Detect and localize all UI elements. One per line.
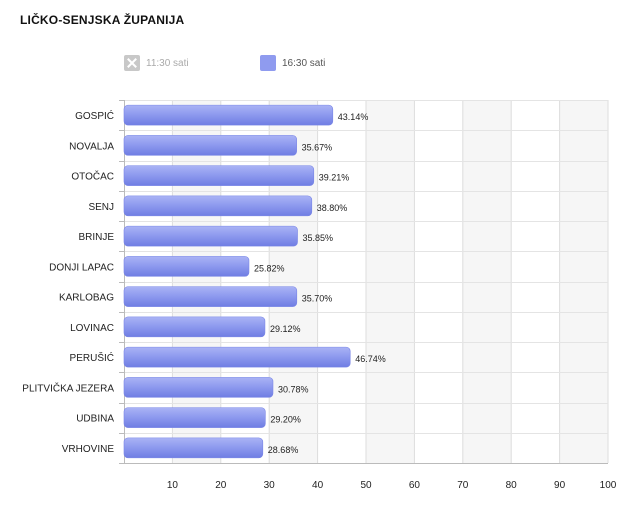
category-label: NOVALJA (69, 141, 114, 152)
bar[interactable] (123, 225, 298, 247)
bars (123, 104, 351, 459)
x-tick-label: 20 (215, 480, 227, 491)
x-tick-label: 30 (264, 480, 276, 491)
category-label: OTOČAC (71, 170, 114, 183)
x-tick-label: 50 (360, 480, 372, 491)
category-label: PLITVIČKA JEZERA (22, 381, 114, 394)
bar[interactable] (123, 195, 313, 217)
category-label: LOVINAC (70, 323, 114, 334)
value-label: 29.12% (270, 324, 301, 334)
bar[interactable] (123, 256, 250, 277)
legend-label-1630: 16:30 sati (282, 57, 326, 69)
category-label: BRINJE (78, 232, 114, 243)
value-label: 46.74% (355, 354, 386, 364)
chart-title: LIČKO-SENJSKA ŽUPANIJA (20, 13, 185, 27)
plot-bands (172, 100, 608, 463)
bar[interactable] (123, 104, 334, 126)
value-labels: 43.14% 35.67% 39.21% 38.80% 35.85% 25.82% 35.7… (254, 112, 386, 455)
bar[interactable] (123, 437, 264, 459)
plot-band (462, 100, 512, 463)
legend-hidden-icon (124, 55, 140, 71)
bar[interactable] (123, 165, 315, 186)
x-tick-label: 60 (409, 480, 421, 491)
value-label: 35.70% (302, 294, 333, 304)
bar[interactable] (123, 377, 274, 398)
bar[interactable] (123, 135, 297, 156)
bar[interactable] (123, 346, 351, 368)
category-label: KARLOBAG (59, 293, 114, 304)
category-label: PERUŠIĆ (70, 351, 114, 364)
bar[interactable] (123, 316, 266, 338)
x-tick-label: 80 (506, 480, 518, 491)
bar[interactable] (123, 407, 266, 428)
x-tick-label: 10 (167, 480, 179, 491)
value-label: 28.68% (268, 445, 299, 455)
value-label: 38.80% (317, 203, 348, 213)
tick-labels: 10 20 30 40 50 60 70 80 90 100 (167, 480, 617, 491)
legend-item-1630[interactable]: 16:30 sati (260, 54, 325, 72)
x-tick-label: 40 (312, 480, 324, 491)
category-label: UDBINA (76, 414, 114, 425)
x-tick-label: 90 (554, 480, 566, 491)
category-label: VRHOVINE (62, 444, 115, 455)
category-labels: GOSPIĆ NOVALJA OTOČAC SENJ BRINJE DONJI LAPAC… (22, 109, 114, 455)
value-label: 43.14% (338, 112, 369, 122)
legend-item-1130[interactable]: 11:30 sati (124, 54, 189, 72)
value-label: 39.21% (319, 173, 350, 183)
plot-band (366, 100, 415, 463)
value-label: 35.85% (303, 233, 334, 243)
category-label: GOSPIĆ (75, 109, 114, 122)
x-tick-label: 100 (600, 480, 617, 491)
plot-band (172, 100, 221, 463)
plot-band (269, 100, 318, 463)
x-tick-label: 70 (457, 480, 469, 491)
grid-lines (124, 100, 609, 464)
value-label: 25.82% (254, 263, 285, 273)
x-axis (119, 100, 608, 464)
value-label: 30.78% (278, 384, 309, 394)
value-label: 35.67% (302, 142, 333, 152)
bar[interactable] (123, 286, 298, 307)
legend-swatch-icon (260, 55, 276, 71)
legend-label-1130: 11:30 sati (146, 57, 189, 69)
value-label: 29.20% (270, 415, 301, 425)
category-label: DONJI LAPAC (49, 262, 114, 273)
category-label: SENJ (88, 202, 114, 213)
plot-band (559, 100, 608, 463)
